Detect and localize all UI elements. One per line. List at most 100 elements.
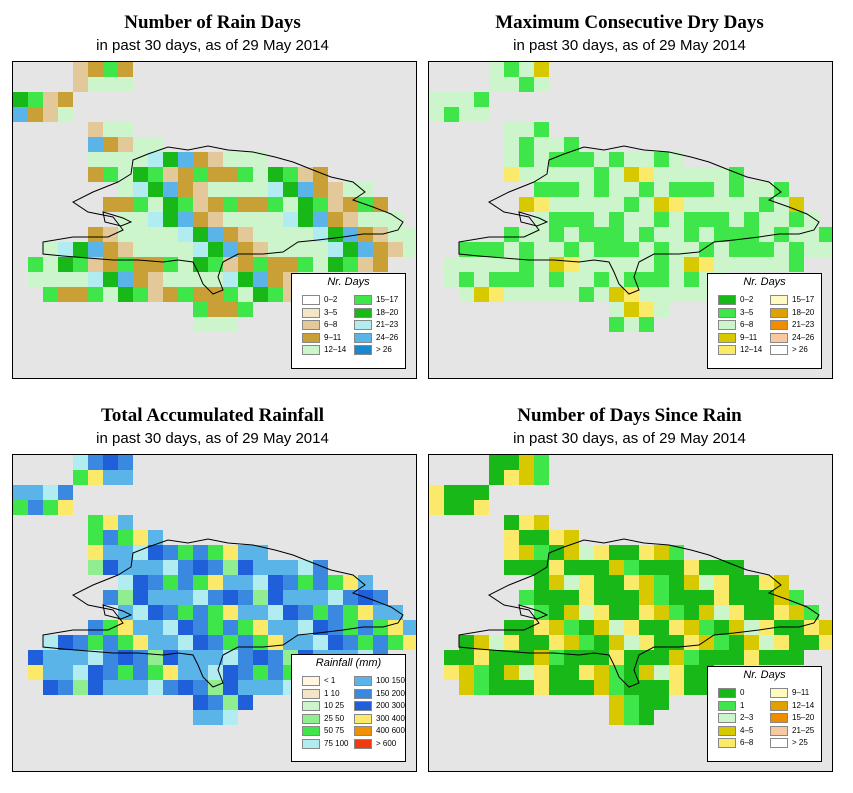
grid-cell: [43, 665, 58, 680]
grid-cell: [699, 560, 714, 575]
grid-cell: [193, 302, 208, 317]
grid-cell: [669, 605, 684, 620]
grid-cell: [534, 665, 549, 680]
grid-cell: [28, 272, 43, 287]
grid-cell: [549, 182, 564, 197]
grid-cell: [118, 575, 133, 590]
grid-cell: [564, 680, 579, 695]
grid-cell: [193, 605, 208, 620]
grid-cell: [534, 575, 549, 590]
grid-cell: [88, 62, 103, 77]
grid-cell: [148, 545, 163, 560]
legend-swatch: [302, 345, 320, 355]
grid-cell: [238, 650, 253, 665]
legend-label: 6–8: [740, 320, 754, 329]
grid-cell: [298, 257, 313, 272]
grid-cell: [253, 560, 268, 575]
map-grid-rain-days: [13, 62, 416, 332]
grid-cell: [744, 620, 759, 635]
grid-cell: [609, 665, 624, 680]
grid-cell: [253, 620, 268, 635]
legend-swatch: [354, 688, 372, 699]
grid-cell: [609, 302, 624, 317]
grid-cell: [343, 197, 358, 212]
grid-cell: [504, 257, 519, 272]
grid-cell: [759, 635, 774, 650]
grid-cell: [729, 620, 744, 635]
legend-days-since-rain: Nr. Days 0 1 2–3 4–5 6–8 9–11 12–14 15–20 21–25 > …: [707, 666, 822, 762]
grid-cell: [358, 212, 373, 227]
legend-rain-days: Nr. Days 0–2 3–5 6–8 9–11 12–14 15–17 18–20 21–2…: [291, 273, 406, 369]
grid-cell: [178, 635, 193, 650]
legend-label: 200 300: [376, 701, 405, 710]
legend-title: Nr. Days: [743, 669, 786, 681]
grid-cell: [268, 560, 283, 575]
grid-cell: [298, 227, 313, 242]
grid-cell: [133, 605, 148, 620]
grid-cell: [564, 620, 579, 635]
grid-cell: [579, 650, 594, 665]
grid-cell: [774, 242, 789, 257]
grid-cell: [223, 317, 238, 332]
grid-cell: [73, 77, 88, 92]
grid-cell: [549, 272, 564, 287]
grid-cell: [58, 272, 73, 287]
grid-cell: [373, 605, 388, 620]
grid-cell: [669, 242, 684, 257]
grid-cell: [238, 182, 253, 197]
grid-cell: [594, 227, 609, 242]
grid-cell: [133, 167, 148, 182]
grid-cell: [268, 650, 283, 665]
grid-cell: [489, 287, 504, 302]
grid-cell: [148, 287, 163, 302]
grid-cell: [73, 287, 88, 302]
grid-cell: [223, 665, 238, 680]
grid-cell: [343, 575, 358, 590]
grid-cell: [534, 62, 549, 77]
grid-cell: [654, 665, 669, 680]
grid-cell: [504, 515, 519, 530]
grid-cell: [684, 197, 699, 212]
grid-cell: [519, 227, 534, 242]
grid-cell: [699, 227, 714, 242]
grid-cell: [208, 545, 223, 560]
legend-label: 12–14: [792, 700, 815, 710]
grid-cell: [534, 470, 549, 485]
legend-label: < 1: [324, 676, 336, 685]
grid-cell: [133, 575, 148, 590]
grid-cell: [519, 560, 534, 575]
grid-cell: [474, 635, 489, 650]
legend-label: 15–17: [792, 295, 815, 304]
grid-cell: [193, 152, 208, 167]
grid-cell: [699, 167, 714, 182]
grid-cell: [373, 242, 388, 257]
grid-cell: [549, 137, 564, 152]
grid-cell: [819, 242, 832, 257]
grid-cell: [639, 227, 654, 242]
grid-cell: [504, 470, 519, 485]
grid-cell: [444, 107, 459, 122]
grid-cell: [744, 242, 759, 257]
grid-cell: [178, 227, 193, 242]
grid-cell: [193, 182, 208, 197]
grid-cell: [594, 620, 609, 635]
grid-cell: [444, 665, 459, 680]
grid-cell: [223, 257, 238, 272]
grid-cell: [358, 605, 373, 620]
legend-label: 24–26: [376, 332, 399, 342]
grid-cell: [238, 197, 253, 212]
grid-cell: [253, 665, 268, 680]
grid-cell: [759, 620, 774, 635]
panel-title-rain-days: Number of Rain Days: [124, 12, 301, 33]
grid-cell: [208, 710, 223, 725]
grid-cell: [669, 680, 684, 695]
legend-label: 9–11: [740, 332, 758, 342]
grid-cell: [699, 650, 714, 665]
grid-cell: [268, 590, 283, 605]
grid-cell: [103, 152, 118, 167]
grid-cell: [358, 242, 373, 257]
grid-cell: [474, 257, 489, 272]
grid-cell: [579, 605, 594, 620]
grid-cell: [684, 620, 699, 635]
grid-cell: [88, 167, 103, 182]
